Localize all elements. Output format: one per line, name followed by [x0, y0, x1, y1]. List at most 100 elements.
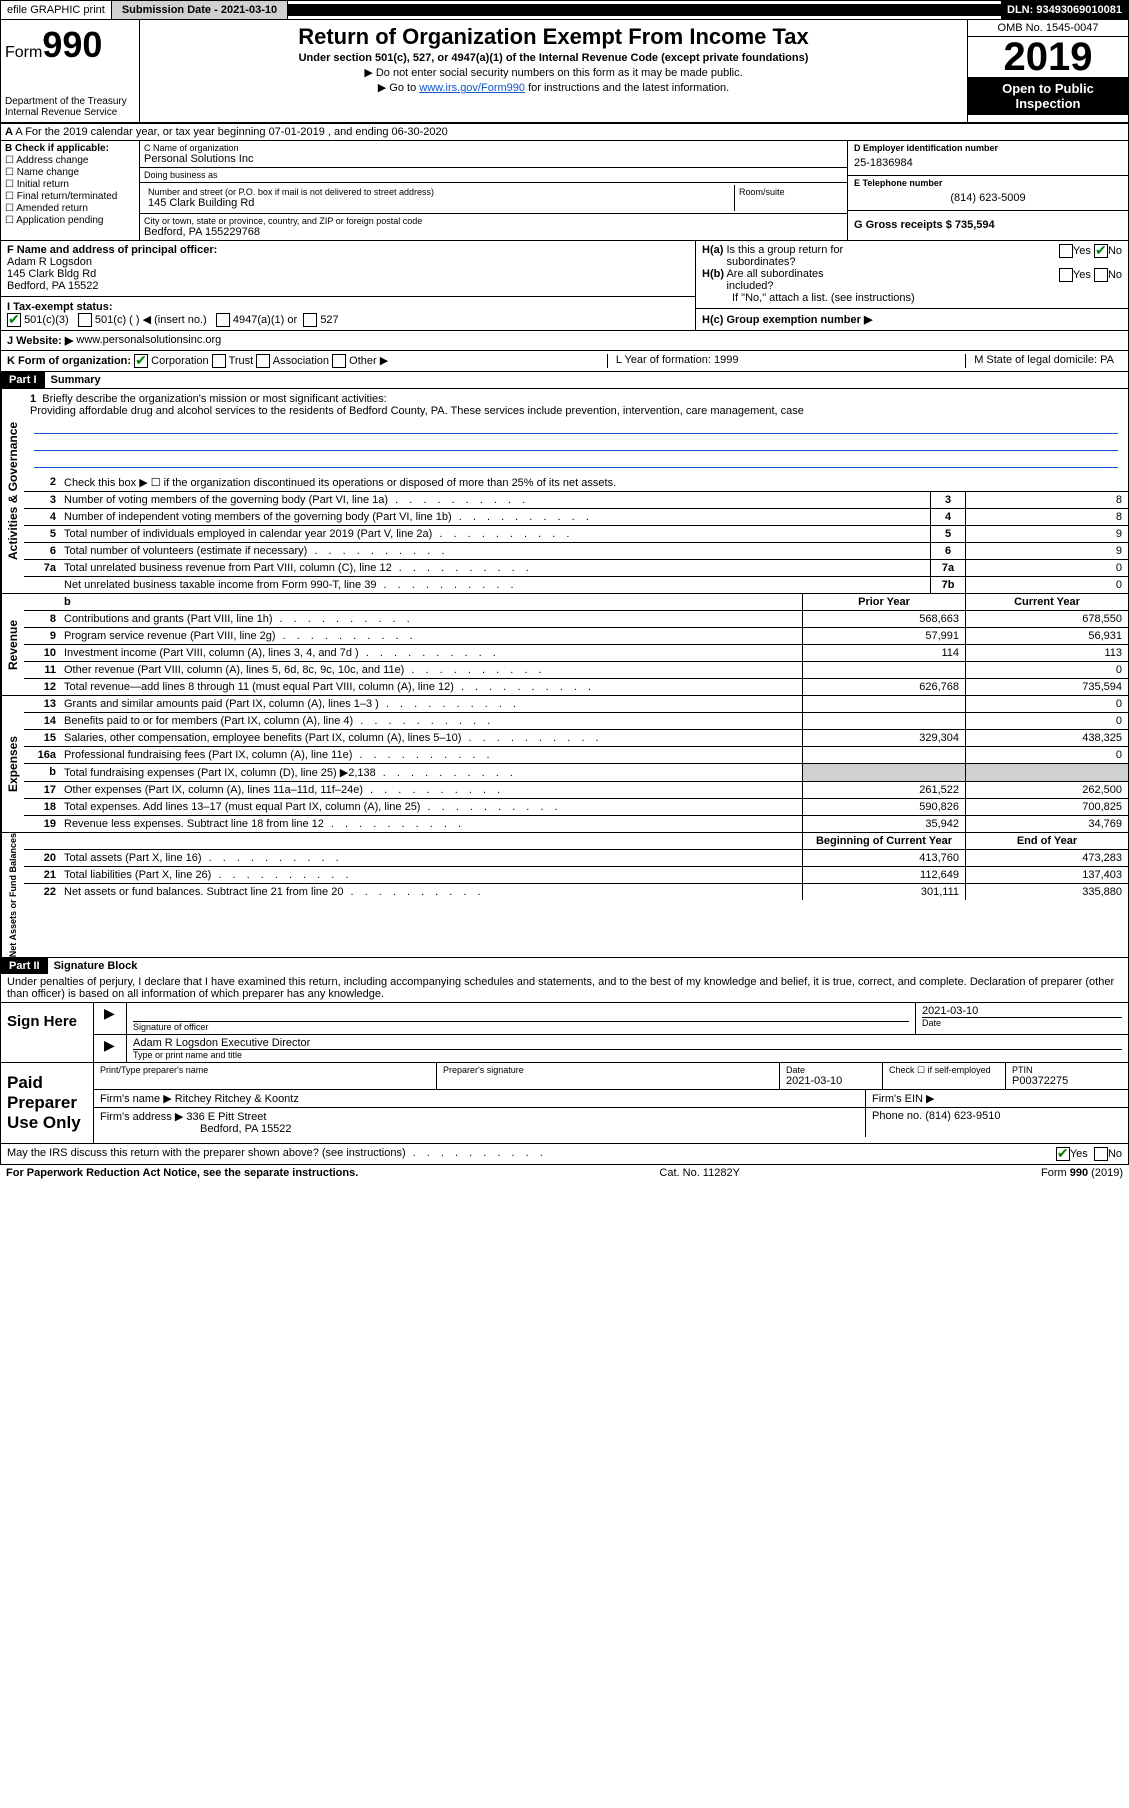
- header-center: Return of Organization Exempt From Incom…: [140, 20, 967, 122]
- hb-yes[interactable]: [1059, 268, 1073, 282]
- form-number: 990: [42, 24, 102, 65]
- ha-yes[interactable]: [1059, 244, 1073, 258]
- table-row: 21Total liabilities (Part X, line 26)112…: [24, 867, 1128, 884]
- tax-year: 2019: [968, 37, 1128, 77]
- side-revenue: Revenue: [1, 594, 24, 695]
- org-name: Personal Solutions Inc: [144, 153, 843, 165]
- table-row: 5Total number of individuals employed in…: [24, 526, 1128, 543]
- firm-addr2: Bedford, PA 15522: [100, 1123, 292, 1135]
- side-activities-governance: Activities & Governance: [1, 389, 24, 593]
- table-row: 7aTotal unrelated business revenue from …: [24, 560, 1128, 577]
- row-f-h: F Name and address of principal officer:…: [0, 241, 1129, 331]
- firm-name: Ritchey Ritchey & Koontz: [175, 1093, 299, 1105]
- table-row: bTotal fundraising expenses (Part IX, co…: [24, 764, 1128, 782]
- submission-date-btn[interactable]: Submission Date - 2021-03-10: [112, 1, 288, 19]
- chk-amended[interactable]: ☐ Amended return: [5, 203, 135, 214]
- table-row: 19Revenue less expenses. Subtract line 1…: [24, 816, 1128, 832]
- officer-name-title: Adam R Logsdon Executive Director: [133, 1037, 1122, 1049]
- mission-line: [34, 419, 1118, 434]
- form-id-box: Form990 Department of the Treasury Inter…: [1, 20, 140, 122]
- col-c-org-info: C Name of organization Personal Solution…: [140, 141, 848, 240]
- form-title: Return of Organization Exempt From Incom…: [146, 24, 961, 50]
- website: www.personalsolutionsinc.org: [76, 334, 221, 347]
- sign-date: 2021-03-10: [922, 1005, 1122, 1017]
- table-row: 16aProfessional fundraising fees (Part I…: [24, 747, 1128, 764]
- chk-final-return[interactable]: ☐ Final return/terminated: [5, 191, 135, 202]
- part-2: Part II Signature Block Under penalties …: [0, 958, 1129, 1003]
- part1-title: Summary: [45, 372, 107, 388]
- chk-assoc[interactable]: [256, 354, 270, 368]
- row-j-website: J Website: ▶ www.personalsolutionsinc.or…: [0, 331, 1129, 351]
- chk-4947[interactable]: [216, 313, 230, 327]
- year-formation: L Year of formation: 1999: [607, 354, 747, 368]
- discuss-yes[interactable]: [1056, 1147, 1070, 1161]
- arrow-icon: ▶: [100, 1037, 119, 1053]
- table-row: 3Number of voting members of the governi…: [24, 492, 1128, 509]
- sign-here-label: Sign Here: [1, 1003, 94, 1062]
- table-row: 14Benefits paid to or for members (Part …: [24, 713, 1128, 730]
- officer-addr2: Bedford, PA 15522: [7, 280, 689, 292]
- table-row: 18Total expenses. Add lines 13–17 (must …: [24, 799, 1128, 816]
- room-suite: Room/suite: [734, 185, 843, 211]
- side-expenses: Expenses: [1, 696, 24, 832]
- chk-app-pending[interactable]: ☐ Application pending: [5, 215, 135, 226]
- chk-trust[interactable]: [212, 354, 226, 368]
- expenses-section: Expenses 13Grants and similar amounts pa…: [0, 696, 1129, 833]
- head-current-year: Current Year: [965, 594, 1128, 610]
- table-row: 11Other revenue (Part VIII, column (A), …: [24, 662, 1128, 679]
- table-row: 9Program service revenue (Part VIII, lin…: [24, 628, 1128, 645]
- side-netassets: Net Assets or Fund Balances: [1, 833, 24, 957]
- ein: 25-1836984: [854, 153, 1122, 173]
- part-1: Part I Summary: [0, 372, 1129, 389]
- table-row: 13Grants and similar amounts paid (Part …: [24, 696, 1128, 713]
- city-state-zip: Bedford, PA 155229768: [144, 226, 843, 238]
- table-row: 6Total number of volunteers (estimate if…: [24, 543, 1128, 560]
- chk-corp[interactable]: [134, 354, 148, 368]
- phone: (814) 623-5009: [854, 188, 1122, 208]
- sign-here-block: Sign Here ▶ Signature of officer 2021-03…: [0, 1003, 1129, 1063]
- col-f-officer: F Name and address of principal officer:…: [1, 241, 696, 330]
- hc-group-exemption: H(c) Group exemption number ▶: [696, 308, 1128, 326]
- chk-address-change[interactable]: ☐ Address change: [5, 155, 135, 166]
- firm-ein: Firm's EIN ▶: [866, 1090, 1128, 1107]
- state-domicile: M State of legal domicile: PA: [965, 354, 1122, 368]
- dept-treasury: Department of the Treasury Internal Reve…: [5, 96, 135, 118]
- chk-501c[interactable]: [78, 313, 92, 327]
- form-sub2: ▶ Do not enter social security numbers o…: [146, 66, 961, 79]
- chk-527[interactable]: [303, 313, 317, 327]
- ha-no[interactable]: [1094, 244, 1108, 258]
- part2-title: Signature Block: [48, 958, 144, 974]
- table-row: 17Other expenses (Part IX, column (A), l…: [24, 782, 1128, 799]
- part1-label: Part I: [1, 372, 45, 388]
- form-sub3: ▶ Go to www.irs.gov/Form990 for instruct…: [146, 81, 961, 94]
- section-b-to-g: B Check if applicable: ☐ Address change …: [0, 141, 1129, 241]
- efile-link[interactable]: efile GRAPHIC print: [1, 1, 112, 19]
- chk-initial-return[interactable]: ☐ Initial return: [5, 179, 135, 190]
- mission-text: Providing affordable drug and alcohol se…: [30, 405, 804, 417]
- hb-no[interactable]: [1094, 268, 1108, 282]
- officer-addr1: 145 Clark Bldg Rd: [7, 268, 689, 280]
- open-public-badge: Open to Public Inspection: [968, 77, 1128, 115]
- col-d-ein-phone: D Employer identification number 25-1836…: [848, 141, 1128, 240]
- chk-self-employed[interactable]: Check ☐ if self-employed: [883, 1063, 1006, 1089]
- revenue-section: Revenue b Prior Year Current Year 8Contr…: [0, 594, 1129, 696]
- table-row: 12Total revenue—add lines 8 through 11 (…: [24, 679, 1128, 695]
- topbar-spacer: [288, 4, 1001, 16]
- perjury-statement: Under penalties of perjury, I declare th…: [1, 974, 1128, 1002]
- discuss-no[interactable]: [1094, 1147, 1108, 1161]
- irs-link[interactable]: www.irs.gov/Form990: [419, 82, 525, 94]
- table-row: 10Investment income (Part VIII, column (…: [24, 645, 1128, 662]
- tax-exempt-label: I Tax-exempt status:: [7, 301, 113, 313]
- table-row: Net unrelated business taxable income fr…: [24, 577, 1128, 593]
- mission-line: [34, 453, 1118, 468]
- row-a-tax-year: A A For the 2019 calendar year, or tax y…: [0, 124, 1129, 141]
- form-subtitle: Under section 501(c), 527, or 4947(a)(1)…: [146, 52, 961, 64]
- firm-phone: Phone no. (814) 623-9510: [866, 1108, 1128, 1137]
- col-b-checkboxes: B Check if applicable: ☐ Address change …: [1, 141, 140, 240]
- netassets-section: Net Assets or Fund Balances Beginning of…: [0, 833, 1129, 958]
- part2-label: Part II: [1, 958, 48, 974]
- chk-other[interactable]: [332, 354, 346, 368]
- chk-name-change[interactable]: ☐ Name change: [5, 167, 135, 178]
- chk-501c3[interactable]: [7, 313, 21, 327]
- table-row: 22Net assets or fund balances. Subtract …: [24, 884, 1128, 900]
